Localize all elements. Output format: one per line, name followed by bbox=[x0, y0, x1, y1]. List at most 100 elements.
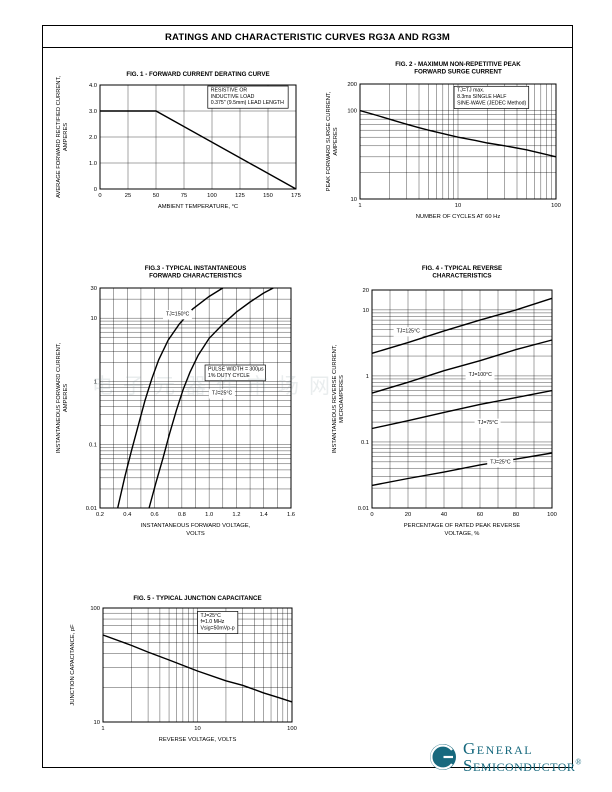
x-tick-label: 1.4 bbox=[260, 512, 269, 518]
x-axis-label: VOLTS bbox=[186, 531, 205, 537]
annotation-text: TJ=75°C bbox=[478, 420, 499, 426]
fig1-forward-current-derating-chart: FIG. 1 - FORWARD CURRENT DERATING CURVE 0… bbox=[48, 64, 310, 239]
y-axis-label: AMPERES bbox=[63, 123, 69, 151]
annotation-bg bbox=[487, 457, 514, 468]
annotation-bg bbox=[163, 310, 192, 320]
x-tick-label: 175 bbox=[291, 193, 301, 199]
x-tick-label: 125 bbox=[235, 193, 245, 199]
y-axis-label: MICROAMPERES bbox=[339, 375, 345, 423]
x-tick-label: 0.6 bbox=[151, 512, 159, 518]
chart-title: FIG. 2 - MAXIMUM NON-REPETITIVE PEAK bbox=[395, 61, 521, 68]
series-tj-25c bbox=[371, 452, 553, 487]
page-title: RATINGS AND CHARACTERISTIC CURVES RG3A A… bbox=[164, 32, 451, 43]
annotation-bg bbox=[393, 327, 423, 337]
brand-emblem-icon bbox=[430, 744, 456, 771]
fig1-chart-svg: FIG. 1 - FORWARD CURRENT DERATING CURVE 0… bbox=[56, 71, 301, 210]
x-tick-label: 100 bbox=[547, 512, 557, 518]
brand-name-line1: General bbox=[463, 739, 534, 758]
y-axis-label: JUNCTION CAPACITANCE, pF bbox=[70, 624, 76, 706]
annotation-box bbox=[197, 611, 239, 634]
x-axis-label: AMBIENT TEMPERATURE, °C bbox=[158, 204, 238, 210]
annotation-text: TJ=100°C bbox=[469, 372, 493, 378]
y-tick-label: 100 bbox=[90, 606, 100, 612]
y-tick-label: 2.0 bbox=[89, 135, 97, 141]
annotation-text: TJ=125°C bbox=[397, 328, 421, 334]
x-axis-label: VOLTAGE, % bbox=[445, 531, 480, 537]
x-tick-label: 1.0 bbox=[205, 512, 213, 518]
x-tick-label: 0 bbox=[370, 512, 373, 518]
chart-title: FIG. 4 - TYPICAL REVERSE bbox=[422, 265, 502, 272]
annotation-box bbox=[453, 85, 530, 109]
y-tick-label: 0.01 bbox=[86, 506, 97, 512]
series-tj-150c bbox=[117, 287, 224, 509]
x-tick-label: 100 bbox=[287, 726, 297, 732]
y-tick-label: 10 bbox=[91, 316, 97, 322]
x-tick-label: 0.8 bbox=[178, 512, 186, 518]
brand-name-line2: Semiconductor® bbox=[463, 757, 582, 774]
x-tick-label: 100 bbox=[207, 193, 217, 199]
plot-border bbox=[359, 83, 557, 200]
annotation-text: TJ=150°C bbox=[166, 311, 190, 317]
x-axis-label: INSTANTANEOUS FORWARD VOLTAGE, bbox=[141, 523, 251, 529]
y-axis-label: PEAK FORWARD SURGE CURRENT, bbox=[326, 91, 332, 191]
annotation-text: SINE-WAVE (JEDEC Method) bbox=[457, 101, 526, 107]
y-tick-label: 200 bbox=[347, 82, 357, 88]
chart-title: CHARACTERISTICS bbox=[432, 273, 491, 280]
series-tj-25c bbox=[148, 287, 274, 509]
y-tick-label: 1.0 bbox=[89, 161, 97, 167]
fig3-instantaneous-forward-characteristics-chart: FIG.3 - TYPICAL INSTANTANEOUS FORWARD CHA… bbox=[48, 260, 310, 563]
annotation-text: INDUCTIVE LOAD bbox=[211, 94, 255, 100]
x-tick-label: 20 bbox=[405, 512, 411, 518]
annotation-text: 0.375" (9.5mm) LEAD LENGTH bbox=[211, 100, 284, 106]
chart-title: FIG.3 - TYPICAL INSTANTANEOUS bbox=[145, 265, 246, 272]
series-junction-capacitance bbox=[102, 634, 293, 703]
y-tick-label: 1 bbox=[366, 374, 369, 380]
x-tick-label: 40 bbox=[441, 512, 447, 518]
x-tick-label: 1.6 bbox=[287, 512, 295, 518]
annotation-box bbox=[204, 364, 266, 382]
annotation-text: TJ=TJ max. bbox=[457, 88, 484, 94]
fig4-typical-reverse-characteristics-chart: FIG. 4 - TYPICAL REVERSE CHARACTERISTICS 0… bbox=[322, 260, 572, 563]
x-axis-label: NUMBER OF CYCLES AT 60 Hz bbox=[416, 214, 501, 220]
fig2-chart-svg: FIG. 2 - MAXIMUM NON-REPETITIVE PEAKFORW… bbox=[326, 61, 561, 220]
y-tick-label: 20 bbox=[363, 288, 369, 294]
annotation-bg bbox=[465, 370, 495, 381]
y-tick-label: 4.0 bbox=[89, 83, 97, 89]
header-rule bbox=[42, 47, 573, 48]
brand-name-line2-text: Semiconductor bbox=[463, 756, 576, 776]
fig2-peak-forward-surge-current-chart: FIG. 2 - MAXIMUM NON-REPETITIVE PEAK FORW… bbox=[318, 56, 572, 245]
annotation-text: TJ=25°C bbox=[212, 391, 233, 397]
fig5-typical-junction-capacitance-chart: FIG. 5 - TYPICAL JUNCTION CAPACITANCE 1 10… bbox=[58, 590, 310, 765]
y-tick-label: 30 bbox=[91, 286, 97, 292]
page-border bbox=[42, 25, 573, 768]
y-tick-label: 0.1 bbox=[361, 440, 369, 446]
x-tick-label: 0.4 bbox=[123, 512, 132, 518]
annotation-text: TJ=25°C bbox=[201, 613, 222, 619]
series-tj-100c bbox=[371, 339, 553, 394]
brand-logo: General Semiconductor® bbox=[428, 740, 582, 775]
y-axis-label: AVERAGE FORWARD RECTIFIED CURRENT, bbox=[56, 76, 62, 198]
chart-title: FIG. 5 - TYPICAL JUNCTION CAPACITANCE bbox=[133, 595, 261, 602]
y-tick-label: 1 bbox=[94, 379, 97, 385]
series-derating-curve bbox=[100, 110, 297, 190]
y-tick-label: 0.01 bbox=[358, 506, 369, 512]
y-tick-label: 10 bbox=[351, 197, 357, 203]
annotation-text: TJ=25°C bbox=[490, 459, 511, 465]
x-tick-label: 1.2 bbox=[232, 512, 240, 518]
annotation-text: f=1.0 MHz bbox=[201, 619, 225, 625]
annotation-bg bbox=[208, 389, 235, 399]
y-tick-label: 0 bbox=[94, 187, 97, 193]
y-tick-label: 3.0 bbox=[89, 109, 97, 115]
x-axis-label: REVERSE VOLTAGE, VOLTS bbox=[159, 737, 237, 743]
annotation-text: 8.3ms SINGLE HALF bbox=[457, 94, 506, 100]
x-tick-label: 0 bbox=[98, 193, 101, 199]
chart-title: FORWARD CHARACTERISTICS bbox=[149, 273, 242, 280]
brand-wordmark: General Semiconductor® bbox=[463, 740, 582, 775]
y-axis-label: INSTANTANEOUS FORWARD CURRENT, bbox=[56, 342, 62, 453]
x-tick-label: 10 bbox=[194, 726, 200, 732]
annotation-text: Vsig=50mVp-p bbox=[201, 626, 235, 632]
x-tick-label: 75 bbox=[181, 193, 187, 199]
registered-mark: ® bbox=[575, 757, 582, 767]
